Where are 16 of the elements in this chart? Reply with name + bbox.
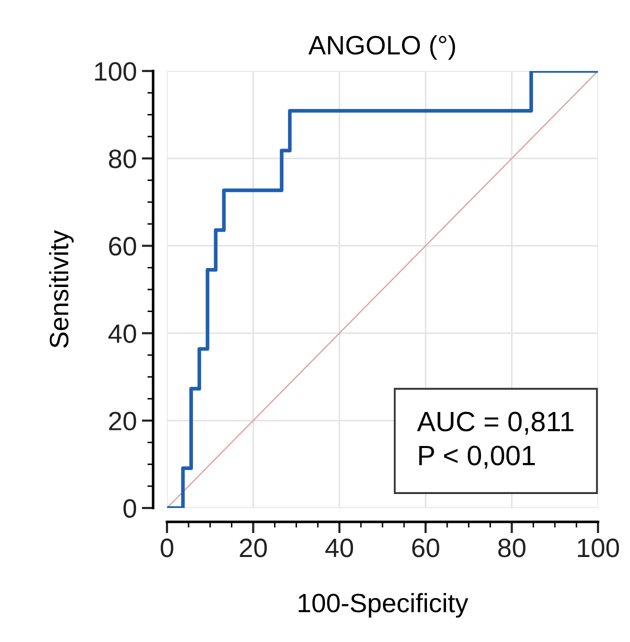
y-tick-label: 60 <box>109 236 136 256</box>
chart-title: ANGOLO (°) <box>308 35 456 60</box>
y-tick-label: 40 <box>108 324 136 344</box>
x-axis-title: 100-Specificity <box>298 593 468 618</box>
annotation: AUC = 0,811 P < 0,001 <box>417 412 574 469</box>
x-tick-label: 0 <box>160 538 174 558</box>
x-tick-label: 20 <box>240 538 267 558</box>
y-axis-title: Sensitivity <box>49 230 74 348</box>
y-tick-label: 100 <box>95 62 136 81</box>
y-tick-label: 20 <box>109 412 136 430</box>
x-tick-label: 40 <box>325 538 354 558</box>
y-tick-label: 80 <box>108 150 136 168</box>
x-tick-label: 100 <box>578 538 619 558</box>
y-tick-label: 0 <box>123 499 136 518</box>
x-tick-label: 80 <box>498 538 526 558</box>
x-tick-label: 60 <box>412 538 440 558</box>
